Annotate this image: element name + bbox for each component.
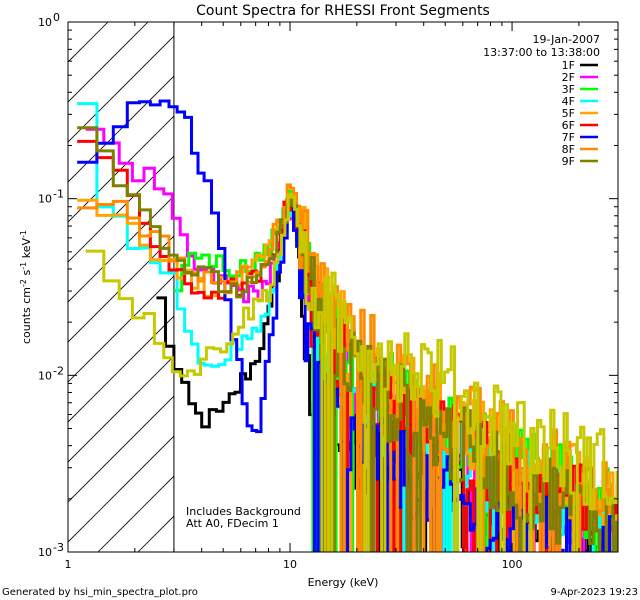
y-tick-exponent: -1 bbox=[53, 188, 64, 201]
hatch-group bbox=[68, 22, 174, 552]
footer-date: 9-Apr-2023 19:23 bbox=[551, 587, 638, 598]
y-label-part: keV bbox=[20, 238, 33, 262]
y-tick-exponent: -2 bbox=[53, 364, 64, 377]
legend-label: 3F bbox=[562, 83, 575, 96]
legend-label: 5F bbox=[562, 107, 575, 120]
series-line bbox=[77, 99, 615, 552]
x-tick-label: 100 bbox=[502, 558, 523, 571]
series-line bbox=[77, 102, 618, 552]
hatch-line bbox=[68, 195, 174, 303]
hatched-region bbox=[68, 22, 175, 552]
legend-label: 1F bbox=[562, 59, 575, 72]
annotation-background-note: Includes Background bbox=[186, 505, 301, 518]
series-layer bbox=[77, 99, 618, 552]
x-tick-label: 1 bbox=[65, 558, 72, 571]
annotation-attenuator-note: Att A0, FDecim 1 bbox=[186, 517, 279, 530]
hatch-line bbox=[68, 75, 174, 183]
y-axis-label: counts cm-2 s-1 keV-1 bbox=[19, 230, 33, 344]
y-tick-label: 10 bbox=[38, 546, 52, 559]
chart-title: Count Spectra for RHESSI Front Segments bbox=[196, 3, 490, 19]
hatch-line bbox=[68, 435, 174, 543]
y-tick-label: 10 bbox=[38, 16, 52, 29]
legend-label: 6F bbox=[562, 119, 575, 132]
annotation-time-range: 13:37:00 to 13:38:00 bbox=[483, 46, 600, 59]
hatch-line bbox=[68, 275, 174, 383]
legend-label: 9F bbox=[562, 155, 575, 168]
x-tick-label: 10 bbox=[283, 558, 297, 571]
y-label-part: s bbox=[20, 269, 33, 278]
y-tick-exponent: 0 bbox=[53, 11, 60, 24]
plot-frame bbox=[67, 21, 619, 553]
x-axis-label: Energy (keV) bbox=[308, 576, 379, 589]
y-tick-label: 10 bbox=[38, 193, 52, 206]
hatch-line bbox=[68, 235, 174, 343]
y-label-exp: -1 bbox=[19, 262, 28, 270]
y-label-part: counts cm bbox=[20, 287, 33, 344]
footer-generated-by: Generated by hsi_min_spectra_plot.pro bbox=[2, 587, 198, 598]
hatch-line bbox=[68, 35, 174, 143]
y-label-exp: -2 bbox=[19, 279, 28, 287]
y-tick-label: 10 bbox=[38, 369, 52, 382]
annotation-date: 19-Jan-2007 bbox=[533, 33, 601, 46]
hatch-line bbox=[68, 395, 174, 503]
legend-label: 8F bbox=[562, 143, 575, 156]
y-label-exp: -1 bbox=[19, 230, 28, 238]
legend-label: 7F bbox=[562, 131, 575, 144]
legend-label: 2F bbox=[562, 71, 575, 84]
y-tick-exponent: -3 bbox=[53, 541, 64, 554]
series-line bbox=[85, 192, 618, 552]
legend-label: 4F bbox=[562, 95, 575, 108]
